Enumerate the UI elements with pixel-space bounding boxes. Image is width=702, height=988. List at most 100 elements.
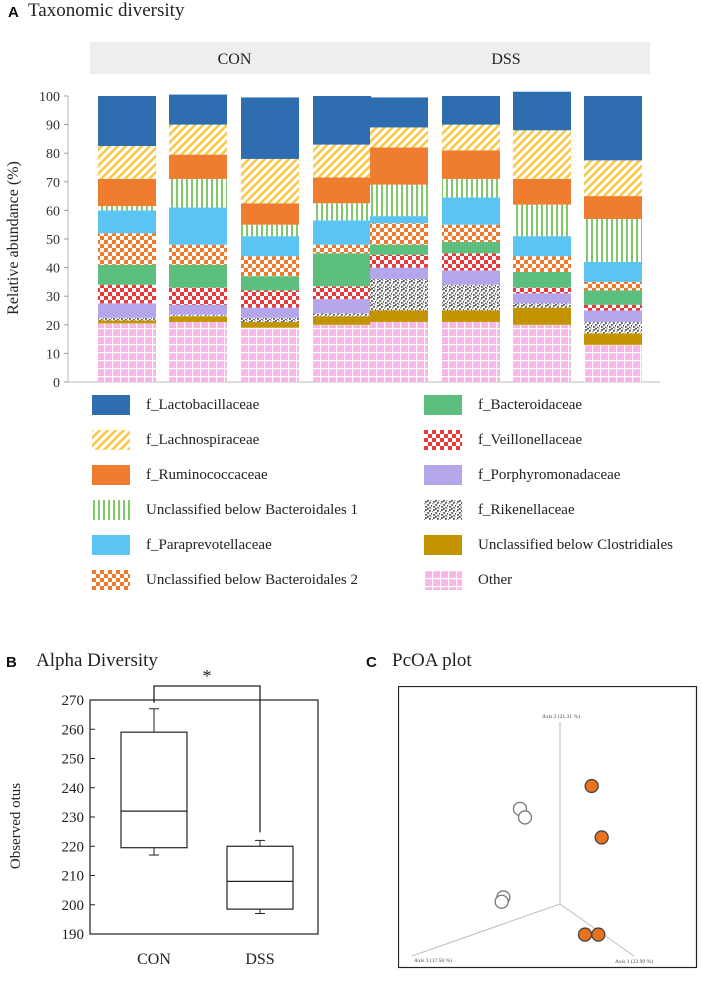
y-tick-label: 260 bbox=[62, 722, 85, 738]
bar-segment-lachnospiraceae bbox=[513, 130, 571, 179]
bar-segment-other bbox=[169, 321, 227, 382]
scatter-point-con bbox=[494, 894, 509, 909]
bar-segment-paraprevotellaceae bbox=[513, 236, 571, 257]
bar-segment-bacteroidaceae bbox=[442, 241, 500, 254]
bar-segment-lactobacillaceae bbox=[169, 94, 227, 125]
y-tick-label: 50 bbox=[46, 233, 60, 248]
bar-segment-rikenellaceae bbox=[370, 279, 428, 311]
bar-segment-veillonellaceae bbox=[169, 287, 227, 305]
legend-swatch-clostridiales bbox=[424, 535, 462, 555]
significance-label: * bbox=[203, 668, 212, 686]
y-tick-label: 0 bbox=[53, 376, 60, 391]
bar-segment-ruminococcaceae bbox=[313, 177, 371, 204]
pcoa-axis-label: Axis 3 (17.56 %) bbox=[414, 957, 452, 964]
bar-segment-clostridiales bbox=[442, 310, 500, 322]
bar-segment-lachnospiraceae bbox=[313, 144, 371, 178]
bar-segment-veillonellaceae bbox=[313, 286, 371, 300]
legend-swatch-bacteroidaceae bbox=[424, 395, 462, 415]
stacked-bar-chart: CON DSS 0 10 20 30 40 50 60 70 80 90 100 Relative a… bbox=[5, 42, 660, 391]
y-axis-label: Observed otus bbox=[8, 783, 24, 869]
bar-segment-ruminococcaceae bbox=[442, 150, 500, 179]
y-axis-label: Relative abundance (%) bbox=[5, 161, 22, 315]
bar-segment-other bbox=[241, 327, 299, 382]
pcoa-frame bbox=[398, 686, 698, 969]
y-tick-label: 20 bbox=[46, 319, 60, 334]
y-tick-label: 220 bbox=[62, 839, 85, 855]
bar-segment-lachnospiraceae bbox=[169, 124, 227, 155]
legend-swatch-other bbox=[424, 570, 462, 590]
legend-label: Other bbox=[478, 571, 513, 588]
bar-segment-rikenellaceae bbox=[513, 303, 571, 308]
legend-label: f_Ruminococcaceae bbox=[146, 466, 268, 483]
panel-b-letter: B bbox=[6, 654, 17, 671]
significance-bracket bbox=[153, 685, 261, 833]
group-header bbox=[90, 42, 379, 74]
bar-segment-lachnospiraceae bbox=[370, 127, 428, 148]
bar-segment-paraprevotellaceae bbox=[241, 236, 299, 257]
bar-segment-ruminococcaceae bbox=[584, 196, 642, 219]
bar-segment-porphyromonadaceae bbox=[169, 304, 227, 315]
legend-label: Unclassified below Clostridiales bbox=[478, 536, 673, 553]
x-tick-label: CON bbox=[137, 951, 171, 968]
bar-segment-veillonellaceae bbox=[442, 253, 500, 271]
scatter-point-dss bbox=[584, 778, 599, 794]
bar-segment-paraprevotellaceae bbox=[442, 197, 500, 225]
bar-segment-bacteroidaceae bbox=[513, 271, 571, 288]
y-tick-label: 190 bbox=[62, 927, 85, 943]
bar-segment-porphyromonadaceae bbox=[98, 303, 156, 318]
legend-item-lactobacillaceae: f_Lactobacillaceae bbox=[92, 394, 259, 416]
bar-segment-bacteroidaceae bbox=[169, 264, 227, 288]
y-tick-label: 60 bbox=[46, 204, 60, 219]
legend-swatch-lactobacillaceae bbox=[92, 395, 130, 415]
bar-segment-clostridiales bbox=[241, 321, 299, 328]
bar-segment-paraprevotellaceae bbox=[98, 210, 156, 234]
box-body bbox=[120, 731, 188, 849]
scatter-point-dss bbox=[577, 927, 593, 942]
bar-segment-ruminococcaceae bbox=[169, 154, 227, 179]
bar-segment-lachnospiraceae bbox=[584, 160, 642, 197]
y-tick-label: 270 bbox=[62, 693, 85, 709]
bar-segment-bacteroidales1 bbox=[98, 206, 156, 211]
bar-segment-rikenellaceae bbox=[584, 321, 642, 334]
legend-item-paraprevotellaceae: f_Paraprevotellaceae bbox=[92, 534, 272, 556]
box-con bbox=[120, 708, 188, 856]
bar-segment-bacteroidaceae bbox=[584, 290, 642, 305]
bar-segment-bacteroidales1 bbox=[169, 178, 227, 208]
bar-segment-porphyromonadaceae bbox=[370, 267, 428, 280]
legend-label: f_Lactobacillaceae bbox=[146, 396, 260, 413]
bar-segment-clostridiales bbox=[584, 333, 642, 345]
bar-segment-bacteroidales2 bbox=[241, 256, 299, 277]
bar-segment-paraprevotellaceae bbox=[169, 207, 227, 245]
y-tick-label: 230 bbox=[62, 810, 85, 826]
legend-swatch-rikenellaceae bbox=[424, 500, 462, 520]
box-body bbox=[226, 845, 294, 910]
scatter-point-dss bbox=[591, 927, 606, 942]
bar-segment-clostridiales bbox=[370, 310, 428, 322]
bar-segment-veillonellaceae bbox=[584, 304, 642, 311]
panel-b-title: Alpha Diversity bbox=[36, 650, 158, 671]
panel-a-letter: A bbox=[8, 4, 19, 21]
legend-swatch-veillonellaceae bbox=[424, 430, 462, 450]
bar-segment-bacteroidaceae bbox=[313, 253, 371, 287]
y-tick-label: 240 bbox=[62, 781, 85, 797]
bar-segment-rikenellaceae bbox=[169, 314, 227, 317]
bar-segment-bacteroidales2 bbox=[584, 281, 642, 291]
bar-segment-porphyromonadaceae bbox=[513, 293, 571, 304]
bar-segment-porphyromonadaceae bbox=[313, 299, 371, 314]
pcoa-axis-label: Axis 1 (23.99 %) bbox=[615, 958, 653, 965]
pcoa-scatter-plot: Axis 1 (23.99 %) Axis 2 (21.31 %) Axis 3 (… bbox=[398, 686, 698, 969]
bar-segment-veillonellaceae bbox=[241, 290, 299, 308]
bar-segment-bacteroidales1 bbox=[442, 178, 500, 198]
bar-segment-lachnospiraceae bbox=[241, 158, 299, 204]
y-tick-label: 30 bbox=[46, 290, 60, 305]
bar-segment-lactobacillaceae bbox=[513, 91, 571, 131]
y-tick-label: 90 bbox=[46, 119, 60, 134]
legend-label: f_Porphyromonadaceae bbox=[478, 466, 621, 483]
bar-segment-lactobacillaceae bbox=[584, 96, 642, 161]
bar-segment-bacteroidales2 bbox=[442, 224, 500, 242]
scatter-point-con bbox=[517, 810, 533, 825]
bar-segment-rikenellaceae bbox=[442, 284, 500, 311]
group-header bbox=[362, 42, 650, 74]
group-header-label: CON bbox=[218, 51, 252, 68]
legend-swatch-lachnospiraceae bbox=[92, 430, 130, 450]
